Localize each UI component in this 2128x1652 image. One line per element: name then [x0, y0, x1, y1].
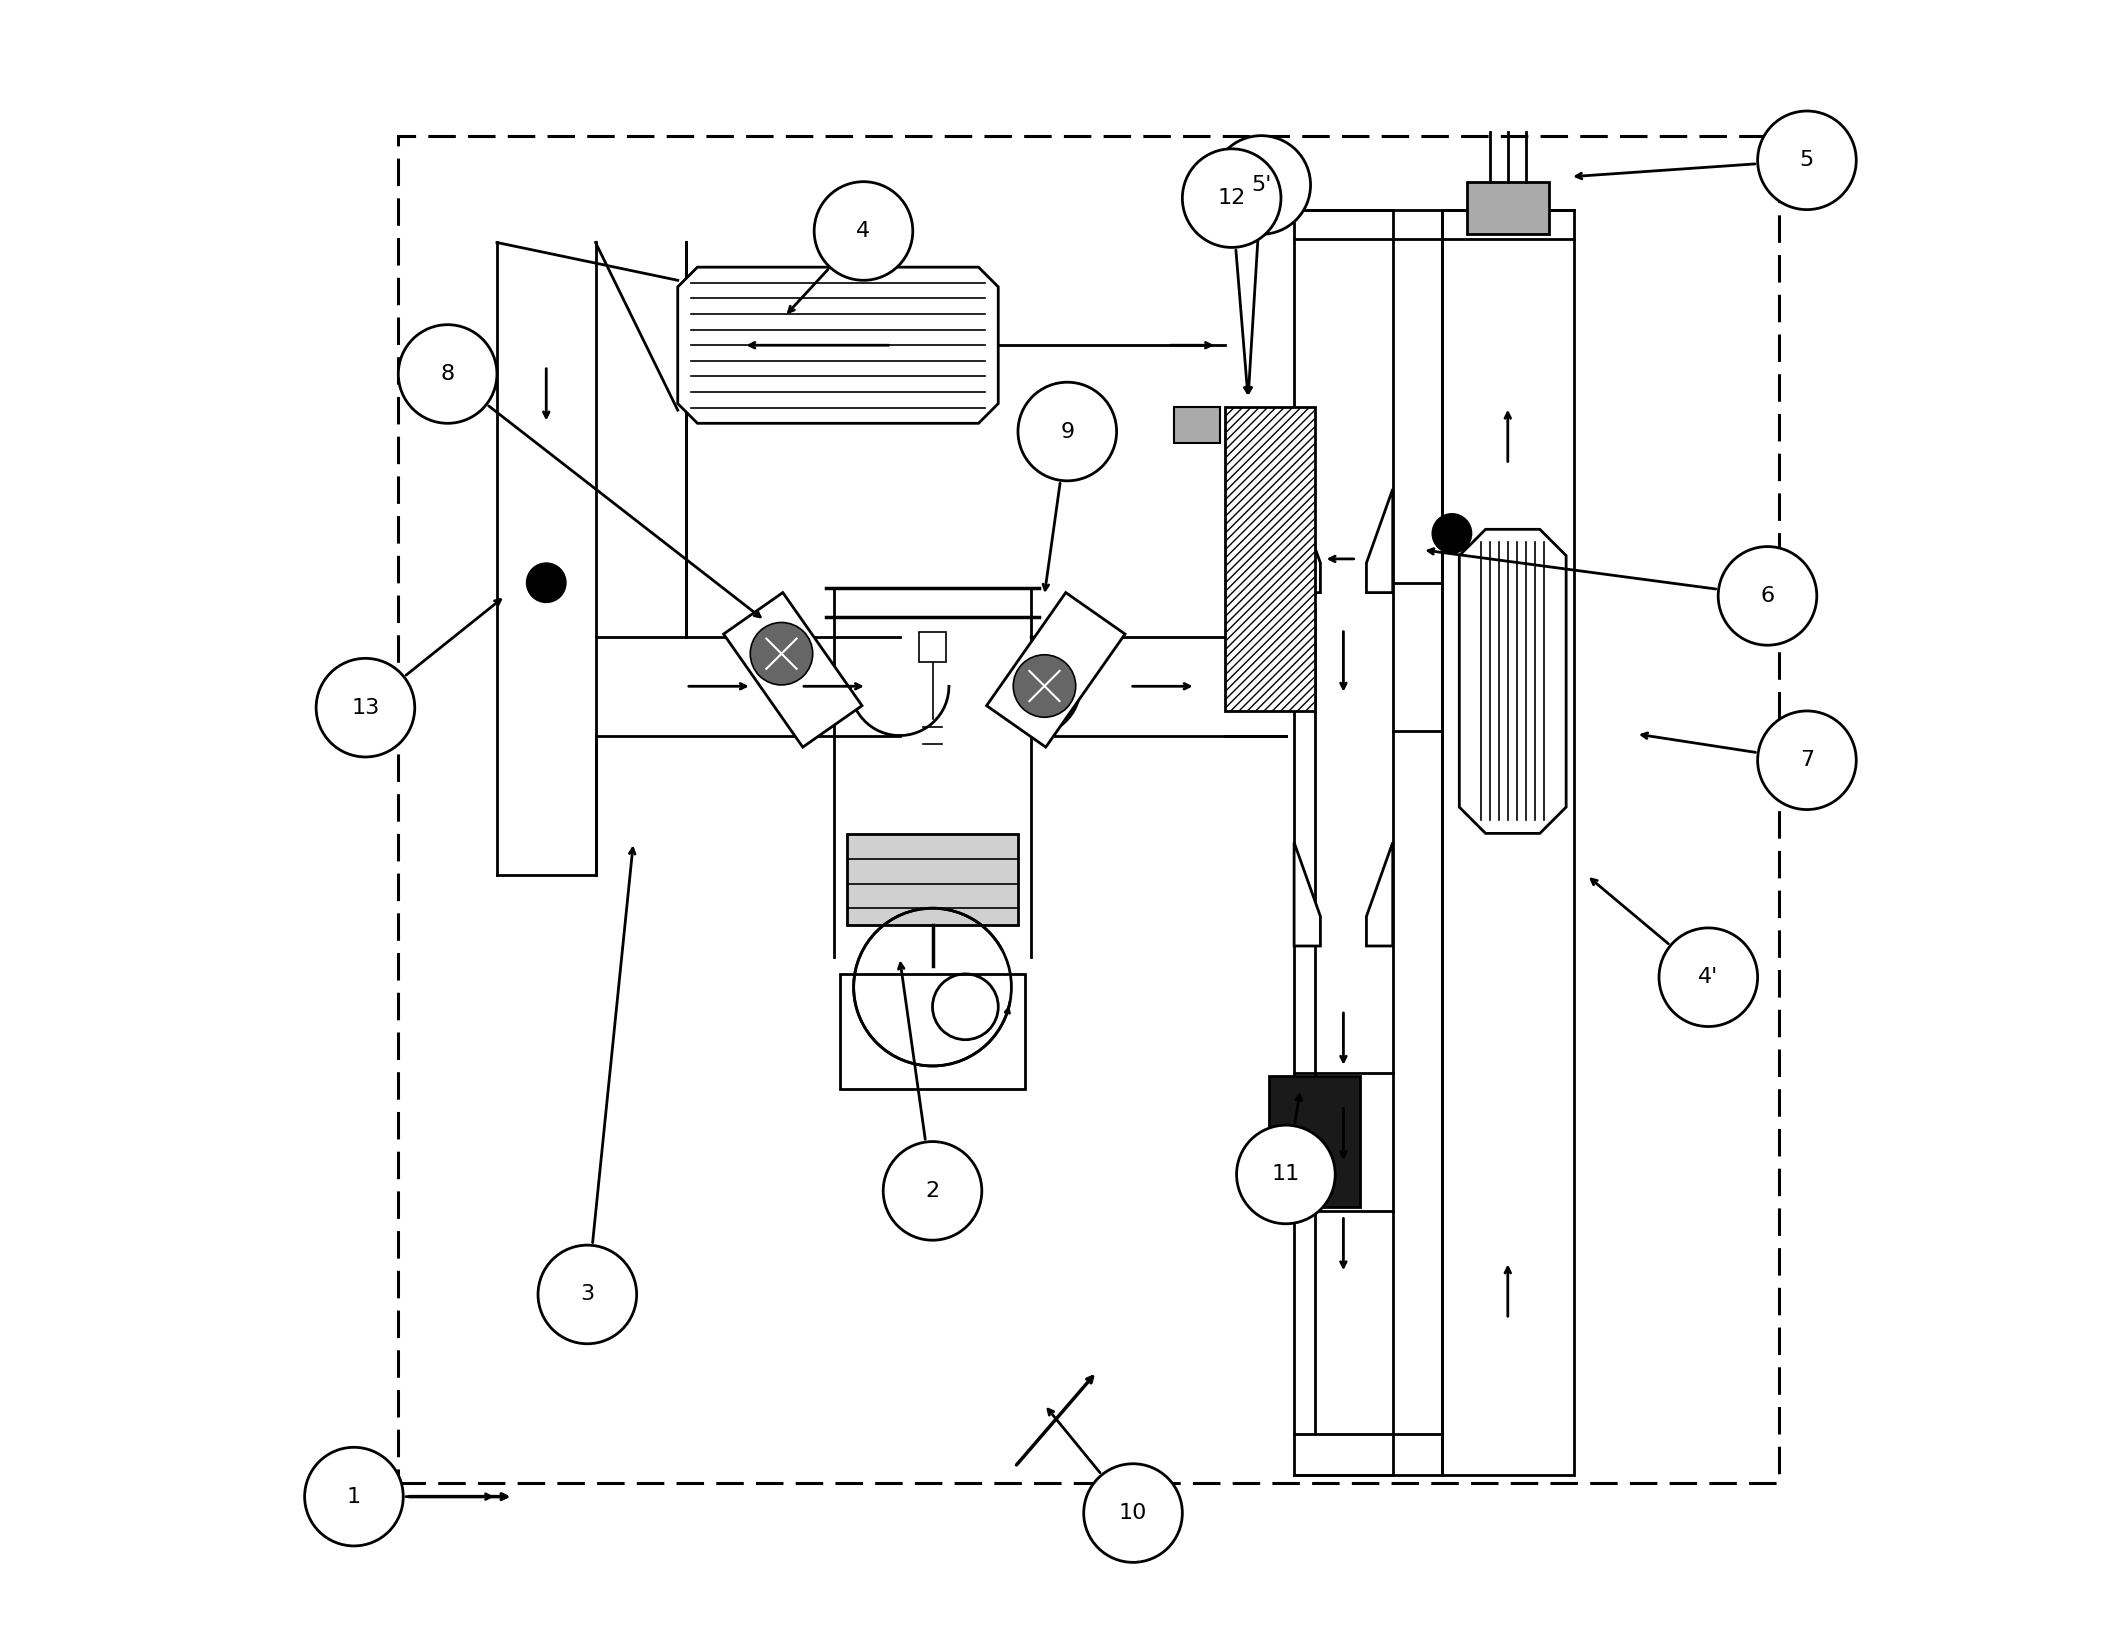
Circle shape [317, 659, 415, 757]
Text: 1: 1 [347, 1487, 362, 1507]
Text: 5: 5 [1800, 150, 1813, 170]
Polygon shape [987, 593, 1126, 747]
Circle shape [883, 1142, 981, 1241]
Bar [919, 633, 945, 662]
Bar [1466, 182, 1549, 235]
Text: 6: 6 [1760, 586, 1775, 606]
Text: 4': 4' [1698, 966, 1719, 988]
Circle shape [1017, 382, 1117, 481]
Bar [1270, 1075, 1360, 1208]
Bar [398, 135, 1779, 1483]
Text: 11: 11 [1273, 1165, 1300, 1184]
Circle shape [1013, 654, 1075, 717]
Polygon shape [724, 593, 862, 747]
Text: 9: 9 [1060, 421, 1075, 441]
Circle shape [815, 182, 913, 281]
Circle shape [538, 1246, 636, 1343]
Circle shape [1183, 149, 1281, 248]
Polygon shape [1366, 489, 1392, 593]
Bar [847, 834, 1017, 925]
Circle shape [304, 1447, 402, 1546]
Text: 8: 8 [440, 363, 455, 383]
Text: 10: 10 [1119, 1503, 1147, 1523]
Polygon shape [1366, 843, 1392, 947]
Polygon shape [1294, 489, 1319, 593]
Text: 2: 2 [926, 1181, 941, 1201]
Circle shape [751, 623, 813, 686]
Bar [1226, 406, 1315, 710]
Polygon shape [1460, 529, 1566, 833]
Text: 12: 12 [1217, 188, 1245, 208]
Circle shape [1213, 135, 1311, 235]
Circle shape [398, 325, 498, 423]
Text: 7: 7 [1800, 750, 1813, 770]
Polygon shape [1294, 843, 1319, 947]
Bar [841, 975, 1024, 1089]
Text: 4: 4 [855, 221, 870, 241]
Polygon shape [677, 268, 998, 423]
Text: 13: 13 [351, 697, 379, 717]
Circle shape [1758, 111, 1856, 210]
Bar [1175, 406, 1219, 443]
Circle shape [1083, 1464, 1183, 1563]
Bar [1294, 210, 1392, 1475]
Circle shape [1660, 928, 1758, 1026]
Circle shape [1758, 710, 1856, 809]
Circle shape [1236, 1125, 1334, 1224]
Circle shape [526, 563, 566, 603]
Circle shape [1717, 547, 1817, 646]
Text: 3: 3 [581, 1285, 594, 1305]
Bar [1443, 210, 1573, 1475]
Circle shape [1432, 514, 1473, 553]
Text: 5': 5' [1251, 175, 1270, 195]
